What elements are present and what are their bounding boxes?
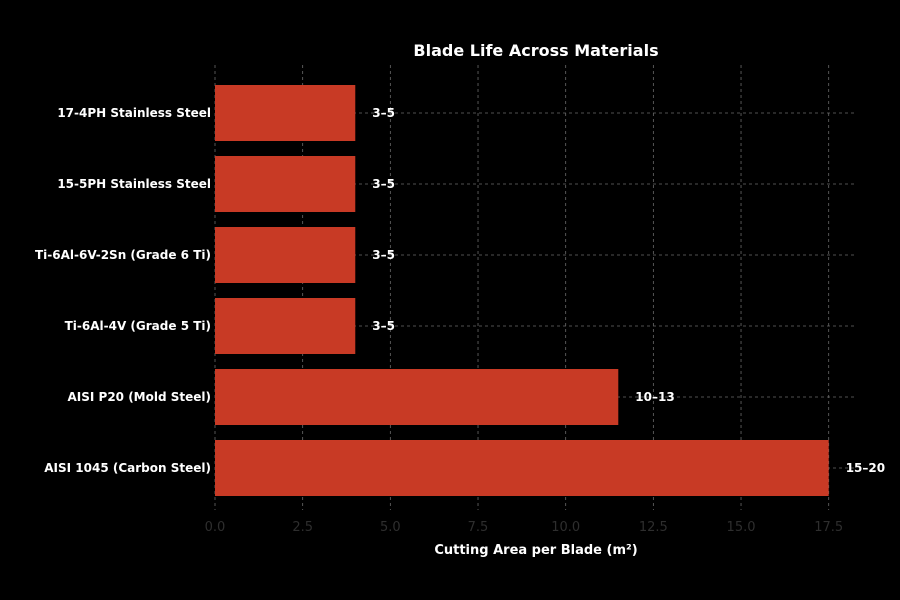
x-tick-label: 10.0	[551, 520, 580, 535]
x-tick-label: 7.5	[468, 520, 489, 535]
bar	[215, 298, 356, 354]
label-layer: 0.0 2.5 5.0 7.5 10.0 12.5 15.0 17.5 AISI 1045 (C…	[35, 106, 885, 535]
x-tick-label: 5.0	[380, 520, 401, 535]
bar-layer	[215, 85, 829, 496]
category-label: Ti-6Al-4V (Grade 5 Ti)	[65, 319, 211, 333]
chart-title: Blade Life Across Materials	[413, 41, 658, 60]
x-tick-label: 17.5	[814, 520, 843, 535]
category-label: AISI P20 (Mold Steel)	[67, 390, 211, 404]
data-label: 10–13	[635, 390, 674, 404]
category-label: AISI 1045 (Carbon Steel)	[44, 461, 211, 475]
category-label: 15-5PH Stainless Steel	[57, 177, 211, 191]
data-label: 3–5	[372, 177, 395, 191]
data-label: 15–20	[846, 461, 885, 475]
x-tick-label: 15.0	[727, 520, 756, 535]
data-label: 3–5	[372, 319, 395, 333]
bar	[215, 156, 356, 212]
data-label: 3–5	[372, 106, 395, 120]
data-label: 3–5	[372, 248, 395, 262]
x-tick-label: 2.5	[292, 520, 313, 535]
bar	[215, 85, 356, 141]
bar	[215, 440, 829, 496]
bar	[215, 369, 619, 425]
category-label: 17-4PH Stainless Steel	[57, 106, 211, 120]
bar	[215, 227, 356, 283]
x-tick-label: 12.5	[639, 520, 668, 535]
category-label: Ti-6Al-6V-2Sn (Grade 6 Ti)	[35, 248, 211, 262]
x-axis-label: Cutting Area per Blade (m²)	[434, 543, 637, 558]
x-tick-label: 0.0	[205, 520, 226, 535]
